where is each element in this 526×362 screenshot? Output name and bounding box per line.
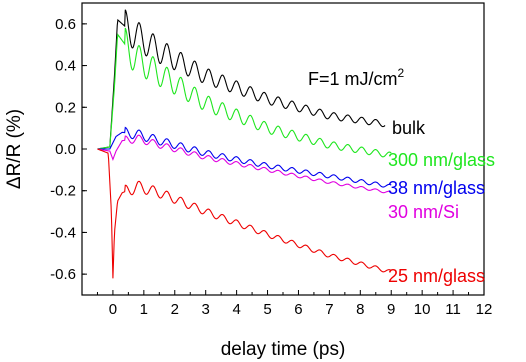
x-tick-label: 3 [202,301,210,318]
x-tick-label: 1 [140,301,148,318]
series-line [97,9,386,150]
x-tick-label: 9 [387,301,395,318]
series-labels: bulk 300 nm/glass 38 nm/glass 30 nm/Si 25 nm… [388,118,495,286]
y-tick-label: 0.4 [55,58,76,75]
x-tick-label: 2 [171,301,179,318]
y-tick-label: 0.2 [55,99,76,116]
y-tick-label: -0.6 [50,266,76,283]
annotation-fluence: F=1 mJ/cm2 [308,66,405,89]
series-label: 25 nm/glass [388,266,485,286]
y-tick-label: -0.2 [50,183,76,200]
series-label: 30 nm/Si [388,202,459,222]
x-tick-label: 4 [232,301,240,318]
x-tick-label: 6 [294,301,302,318]
y-tick-label: -0.4 [50,224,76,241]
series-line [97,148,392,279]
series-label: 300 nm/glass [388,150,495,170]
x-axis-title: delay time (ps) [221,339,346,360]
series-label: bulk [392,118,426,138]
x-tick-label: 10 [414,301,431,318]
x-tick-label: 12 [476,301,493,318]
y-axis-title: ΔR/R (%) [4,109,25,189]
ticks-layer: 0 1 2 3 4 5 6 7 8 9 10 11 12-0.6-0.4-0.20.00.20.40.6 [50,16,492,318]
x-tick-label: 7 [325,301,333,318]
x-tick-label: 11 [445,301,461,318]
series-line [97,27,392,158]
series-line [97,126,392,188]
annotation-superscript: 2 [398,66,405,80]
series-layer [97,9,392,279]
y-tick-label: 0.6 [55,16,76,33]
series-line [97,134,392,194]
x-tick-label: 8 [356,301,364,318]
x-tick-label: 5 [263,301,271,318]
x-tick-label: 0 [109,301,117,318]
y-tick-label: 0.0 [55,141,76,158]
series-label: 38 nm/glass [388,178,485,198]
